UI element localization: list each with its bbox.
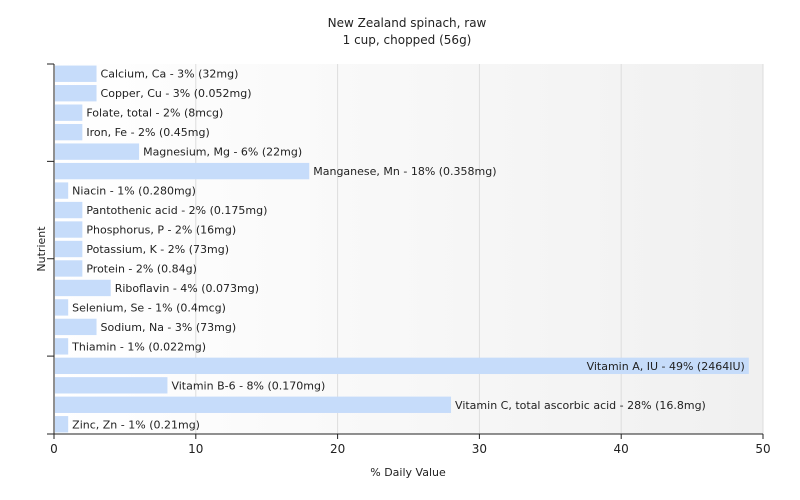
bar-label: Sodium, Na - 3% (73mg) [101, 321, 237, 334]
bar [55, 357, 749, 375]
bar-label: Manganese, Mn - 18% (0.358mg) [313, 165, 496, 178]
bar-label: Vitamin C, total ascorbic acid - 28% (16… [455, 399, 706, 412]
bar-label: Zinc, Zn - 1% (0.21mg) [72, 418, 200, 431]
bar [55, 65, 97, 82]
bar-labels: Calcium, Ca - 3% (32mg) Copper, Cu - 3% (… [71, 68, 745, 432]
bar-label: Vitamin B-6 - 8% (0.170mg) [171, 379, 325, 392]
bar [55, 143, 140, 160]
bar [55, 377, 168, 394]
bar [55, 221, 83, 238]
bar [55, 201, 83, 219]
bar [55, 299, 69, 316]
bar-label: Pantothenic acid - 2% (0.175mg) [86, 204, 267, 217]
bar-label: Folate, total - 2% (8mcg) [86, 107, 223, 120]
x-tick-label: 0 [50, 442, 58, 456]
bar [55, 104, 83, 121]
bar-label: Thiamin - 1% (0.022mg) [71, 340, 206, 353]
x-tick-label: 20 [330, 442, 345, 456]
x-tick-label: 10 [188, 442, 203, 456]
bar [55, 318, 97, 336]
bar-label: Calcium, Ca - 3% (32mg) [101, 68, 239, 81]
bar-label: Phosphorus, P - 2% (16mg) [86, 224, 236, 237]
bar-label: Riboflavin - 4% (0.073mg) [115, 282, 259, 295]
bar [55, 123, 83, 141]
bar [55, 279, 111, 297]
bar-label: Vitamin A, IU - 49% (2464IU) [587, 360, 745, 373]
bar [55, 182, 69, 199]
chart-title: New Zealand spinach, raw [328, 16, 487, 30]
x-tick-label: 40 [614, 442, 629, 456]
bar-label: Iron, Fe - 2% (0.45mg) [86, 126, 209, 139]
bar-label: Magnesium, Mg - 6% (22mg) [143, 146, 302, 159]
bar [55, 260, 83, 277]
bar-label: Protein - 2% (0.84g) [86, 262, 197, 275]
bar-label: Potassium, K - 2% (73mg) [86, 243, 229, 256]
bar [55, 338, 69, 355]
bar [55, 85, 97, 102]
bar-label: Copper, Cu - 3% (0.052mg) [101, 87, 252, 100]
x-axis-title: % Daily Value [370, 466, 446, 479]
bar [55, 162, 310, 180]
x-tick-label: 30 [472, 442, 487, 456]
x-ticks: 0 10 20 30 40 50 [50, 434, 771, 456]
bar-label: Selenium, Se - 1% (0.4mcg) [72, 301, 226, 314]
bar [55, 240, 83, 258]
bar-label: Niacin - 1% (0.280mg) [72, 185, 196, 198]
axes [53, 64, 763, 435]
y-ticks [47, 63, 54, 435]
y-axis-title: Nutrient [35, 226, 48, 272]
bars [55, 65, 749, 433]
bar [55, 416, 69, 433]
chart-subtitle: 1 cup, chopped (56g) [343, 33, 472, 47]
x-tick-label: 50 [755, 442, 770, 456]
bar [55, 396, 452, 413]
